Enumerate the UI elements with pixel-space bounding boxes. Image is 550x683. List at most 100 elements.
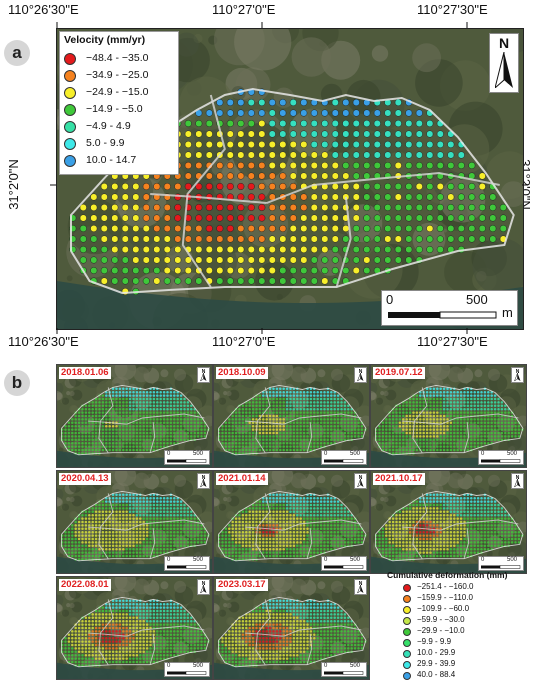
measurement-point — [426, 214, 434, 222]
measurement-point — [169, 507, 173, 510]
measurement-point — [179, 630, 183, 633]
measurement-point — [493, 520, 497, 524]
measurement-point — [453, 554, 456, 558]
measurement-point — [279, 266, 287, 275]
measurement-point — [391, 438, 395, 442]
measurement-point — [74, 630, 77, 633]
measurement-point — [262, 418, 265, 421]
measurement-point — [88, 448, 91, 452]
measurement-point — [439, 418, 442, 421]
measurement-point — [228, 428, 231, 431]
measurement-point — [282, 431, 285, 435]
measurement-point — [363, 140, 371, 149]
measurement-point — [195, 151, 203, 159]
measurement-point — [258, 448, 262, 452]
measurement-point — [442, 520, 446, 524]
measurement-point — [343, 424, 347, 428]
measurement-point — [436, 431, 439, 435]
measurement-point — [118, 602, 122, 606]
measurement-point — [279, 530, 282, 534]
measurement-point — [493, 424, 497, 428]
measurement-point — [388, 527, 391, 531]
measurement-point — [282, 534, 285, 537]
measurement-point — [319, 503, 323, 507]
measurement-point — [234, 435, 238, 438]
measurement-point — [115, 541, 118, 544]
measurement-point — [262, 401, 265, 404]
measurement-point — [166, 619, 169, 623]
measurement-point — [497, 401, 500, 404]
measurement-point — [395, 558, 398, 561]
measurement-point — [195, 161, 203, 170]
measurement-point — [299, 424, 302, 428]
measurement-point — [449, 537, 453, 541]
measurement-point — [419, 551, 422, 554]
measurement-point — [84, 435, 88, 438]
measurement-point — [463, 507, 466, 510]
measurement-point — [79, 245, 87, 254]
measurement-point — [330, 407, 333, 411]
measurement-point — [480, 507, 483, 510]
measurement-point — [67, 435, 71, 438]
measurement-point — [272, 517, 275, 520]
measurement-point — [463, 428, 466, 431]
measurement-point — [316, 524, 319, 527]
measurement-point — [466, 524, 470, 527]
measurement-point — [347, 404, 350, 408]
measurement-point — [487, 394, 490, 397]
measurement-point — [340, 527, 343, 531]
measurement-point — [258, 109, 266, 117]
measurement-point — [226, 245, 234, 254]
measurement-point — [425, 390, 429, 394]
measurement-point — [88, 431, 91, 435]
measurement-point — [255, 397, 258, 401]
measurement-point — [195, 140, 203, 149]
measurement-point — [64, 438, 67, 442]
measurement-point — [272, 428, 275, 431]
measurement-point — [179, 414, 183, 418]
measurement-point — [183, 527, 186, 531]
measurement-point — [139, 404, 142, 408]
measurement-point — [179, 633, 183, 637]
measurement-point — [429, 507, 432, 510]
measurement-point — [238, 547, 241, 551]
measurement-point — [132, 418, 135, 421]
measurement-point — [408, 404, 412, 408]
measurement-point — [237, 266, 245, 275]
measurement-point — [228, 448, 231, 452]
measurement-point — [135, 544, 139, 548]
measurement-point — [179, 613, 183, 616]
measurement-point — [289, 224, 297, 233]
measurement-point — [135, 517, 139, 520]
measurement-point — [118, 448, 122, 452]
measurement-point — [442, 401, 446, 404]
measurement-point — [224, 438, 228, 442]
measurement-point — [419, 435, 422, 438]
measurement-point — [166, 421, 169, 425]
north-arrow-icon: N — [513, 369, 521, 382]
measurement-point — [81, 530, 84, 534]
measurement-point — [200, 428, 203, 431]
measurement-point — [248, 407, 251, 411]
measurement-point — [436, 428, 439, 431]
measurement-point — [111, 626, 115, 630]
measurement-point — [111, 411, 115, 414]
measurement-point — [190, 630, 193, 633]
measurement-point — [279, 414, 282, 418]
measurement-point — [275, 424, 279, 428]
measurement-point — [490, 418, 493, 421]
measurement-point — [251, 428, 255, 431]
measurement-point — [156, 606, 159, 609]
measurement-point — [299, 438, 302, 442]
measurement-point — [128, 541, 132, 544]
measurement-point — [251, 524, 255, 527]
measurement-point — [186, 407, 190, 411]
measurement-point — [115, 390, 118, 394]
measurement-point — [487, 428, 490, 431]
measurement-point — [385, 551, 388, 554]
measurement-point — [493, 500, 497, 503]
measurement-point — [296, 401, 299, 404]
measurement-point — [275, 441, 279, 445]
measurement-point — [179, 428, 183, 431]
measurement-point — [429, 520, 432, 524]
